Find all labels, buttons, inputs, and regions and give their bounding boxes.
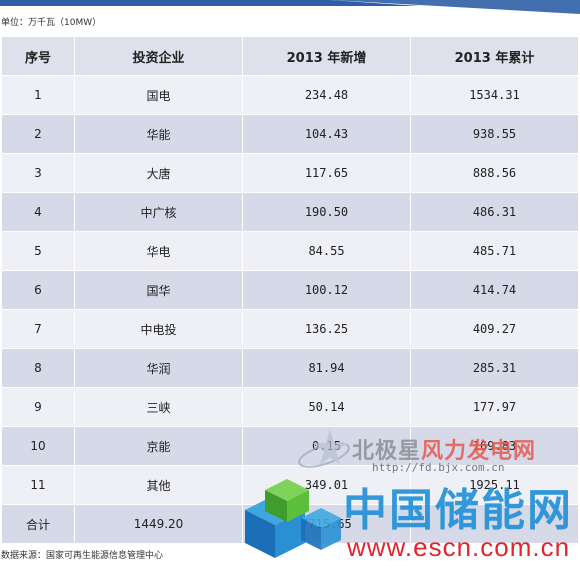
unit-label: 单位：万千瓦（10MW）	[1, 18, 102, 28]
row-new-2013: 7715.65	[242, 504, 411, 544]
row-company: 中广核	[74, 192, 243, 232]
row-company: 国华	[74, 270, 243, 310]
row-new-2013: 234.48	[242, 75, 411, 115]
table-row: 3 大唐 117.65 888.56	[1, 153, 579, 193]
row-new-2013: 100.12	[242, 270, 411, 310]
table-total-row: 合计 1449.20 7715.65	[1, 504, 579, 544]
row-new-2013: 136.25	[242, 309, 411, 349]
row-index: 9	[1, 387, 75, 427]
row-index: 2	[1, 114, 75, 154]
row-index: 10	[1, 426, 75, 466]
row-index: 5	[1, 231, 75, 271]
row-company: 其他	[74, 465, 243, 505]
row-company: 华润	[74, 348, 243, 388]
header-new-2013: 2013 年新增	[242, 36, 411, 76]
header-company: 投资企业	[74, 36, 243, 76]
row-cumulative-2013: 1534.31	[410, 75, 579, 115]
row-company: 华电	[74, 231, 243, 271]
row-company: 大唐	[74, 153, 243, 193]
table-row: 10 京能 0.15 169.83	[1, 426, 579, 466]
row-new-2013: 190.50	[242, 192, 411, 232]
row-cumulative-2013: 1925.11	[410, 465, 579, 505]
row-new-2013: 349.01	[242, 465, 411, 505]
row-new-2013: 117.65	[242, 153, 411, 193]
row-new-2013: 50.14	[242, 387, 411, 427]
row-company: 三峡	[74, 387, 243, 427]
data-source-note: 数据来源：国家可再生能源信息管理中心	[1, 551, 164, 561]
table-row: 1 国电 234.48 1534.31	[1, 75, 579, 115]
row-index: 6	[1, 270, 75, 310]
row-cumulative-2013: 938.55	[410, 114, 579, 154]
row-cumulative-2013: 888.56	[410, 153, 579, 193]
row-company: 京能	[74, 426, 243, 466]
header-cumulative-2013: 2013 年累计	[410, 36, 579, 76]
header-index: 序号	[1, 36, 75, 76]
row-cumulative-2013: 486.31	[410, 192, 579, 232]
table-row: 7 中电投 136.25 409.27	[1, 309, 579, 349]
row-company: 国电	[74, 75, 243, 115]
row-cumulative-2013: 285.31	[410, 348, 579, 388]
table-row: 8 华润 81.94 285.31	[1, 348, 579, 388]
investment-table: 序号 投资企业 2013 年新增 2013 年累计 1 国电 234.48 1534.…	[1, 36, 579, 544]
row-index: 合计	[1, 504, 75, 544]
row-cumulative-2013: 485.71	[410, 231, 579, 271]
row-new-2013: 81.94	[242, 348, 411, 388]
row-index: 1	[1, 75, 75, 115]
table-row: 6 国华 100.12 414.74	[1, 270, 579, 310]
row-cumulative-2013: 414.74	[410, 270, 579, 310]
table-row: 4 中广核 190.50 486.31	[1, 192, 579, 232]
row-index: 3	[1, 153, 75, 193]
top-decorative-band	[0, 0, 580, 14]
table-row: 2 华能 104.43 938.55	[1, 114, 579, 154]
table-row: 9 三峡 50.14 177.97	[1, 387, 579, 427]
row-cumulative-2013: 409.27	[410, 309, 579, 349]
row-new-2013: 84.55	[242, 231, 411, 271]
table-header-row: 序号 投资企业 2013 年新增 2013 年累计	[1, 36, 579, 76]
row-company: 1449.20	[74, 504, 243, 544]
row-new-2013: 104.43	[242, 114, 411, 154]
row-company: 中电投	[74, 309, 243, 349]
table-row: 11 其他 349.01 1925.11	[1, 465, 579, 505]
row-index: 8	[1, 348, 75, 388]
row-cumulative-2013: 177.97	[410, 387, 579, 427]
row-cumulative-2013	[410, 504, 579, 544]
row-index: 11	[1, 465, 75, 505]
row-new-2013: 0.15	[242, 426, 411, 466]
row-index: 7	[1, 309, 75, 349]
row-index: 4	[1, 192, 75, 232]
row-cumulative-2013: 169.83	[410, 426, 579, 466]
row-company: 华能	[74, 114, 243, 154]
table-row: 5 华电 84.55 485.71	[1, 231, 579, 271]
